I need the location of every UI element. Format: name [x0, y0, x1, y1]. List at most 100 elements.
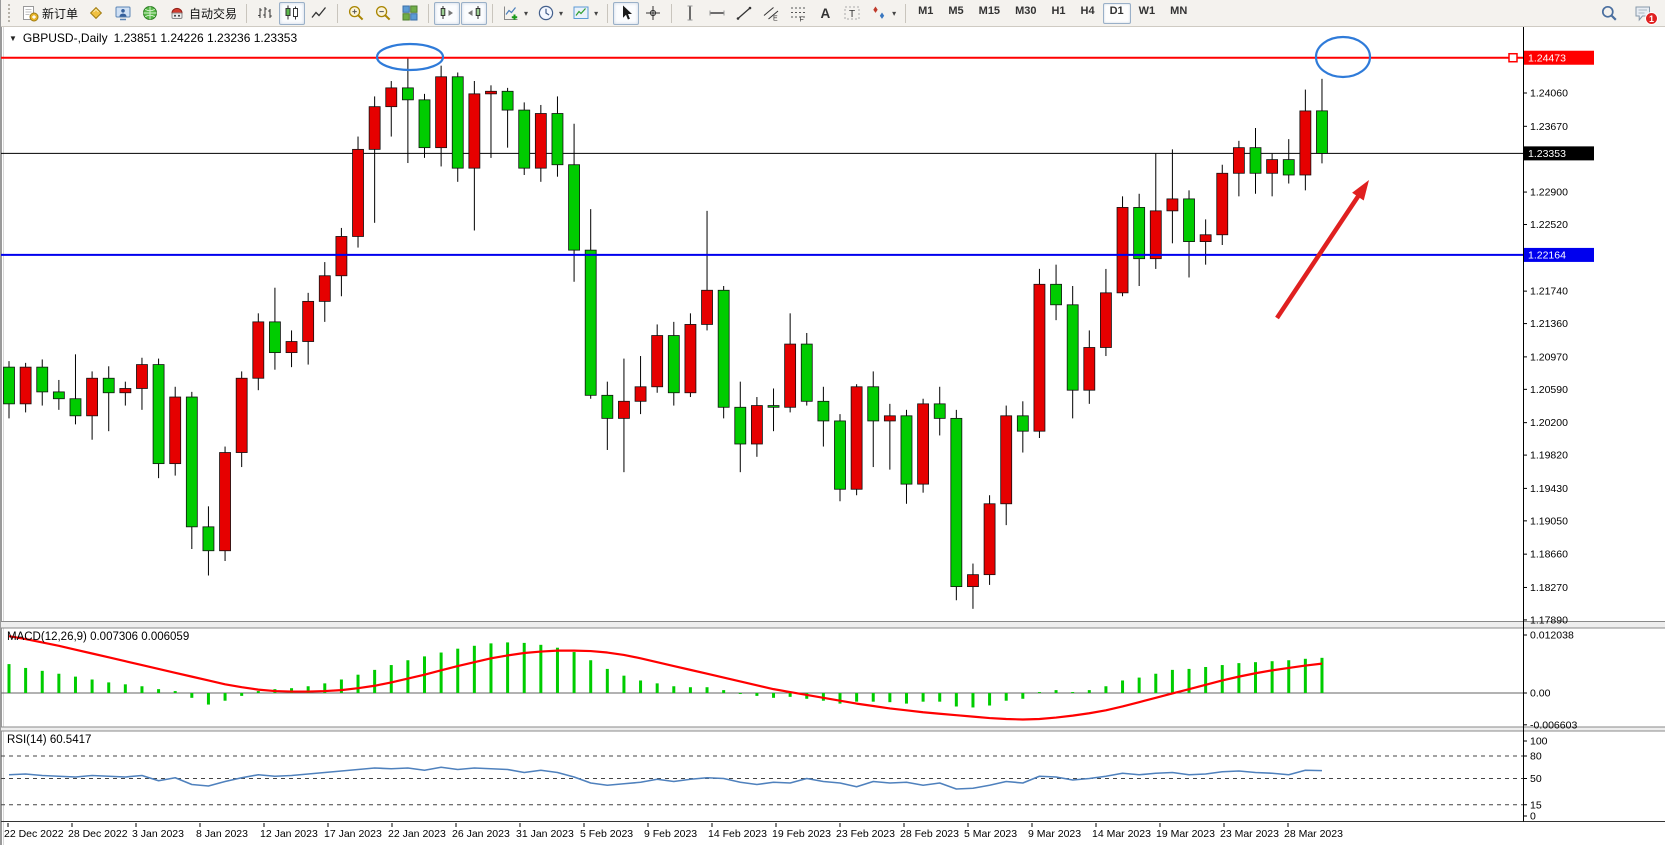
svg-text:28 Dec 2022: 28 Dec 2022: [68, 828, 128, 840]
svg-text:1.19050: 1.19050: [1530, 515, 1568, 527]
zoom-in-button[interactable]: [343, 2, 369, 25]
gold-diamond-icon: [87, 4, 105, 22]
price-axis[interactable]: 1.24060 1.23670 1.22900 1.22520 1.21740 1.213…: [1523, 27, 1594, 823]
equidistant-channel-button[interactable]: E: [758, 2, 784, 25]
main-price-pane[interactable]: [1, 35, 1523, 609]
svg-text:9 Feb 2023: 9 Feb 2023: [644, 828, 697, 840]
timeframe-button-m5[interactable]: M5: [948, 4, 964, 17]
chat-button[interactable]: 1: [1630, 2, 1658, 25]
timeframe-button-mn[interactable]: MN: [1170, 4, 1188, 17]
horizontal-line-button[interactable]: [704, 2, 730, 25]
toolbar-grip: [8, 4, 13, 22]
timeframe-button-w1[interactable]: W1: [1138, 4, 1156, 17]
metaeditor-button[interactable]: [83, 2, 109, 25]
indicators-button[interactable]: ▾: [498, 2, 532, 25]
text-button[interactable]: A: [812, 2, 838, 25]
svg-text:F: F: [800, 17, 804, 23]
svg-text:1.20970: 1.20970: [1530, 351, 1568, 363]
crosshair-button[interactable]: [640, 2, 666, 25]
toolbar-separator: [428, 3, 430, 23]
toolbar: 新订单 自动交易 ▾ ▾ ▾ E F A T ▾ M1 M5 M15 M30 H1 H4 D1 W1 MN 1: [1, 0, 1665, 27]
auto-scroll-button[interactable]: [461, 1, 488, 25]
svg-text:1.19820: 1.19820: [1530, 450, 1568, 462]
arrow-annotation[interactable]: [1275, 180, 1369, 320]
autotrading-button[interactable]: 自动交易: [164, 2, 241, 25]
chart-window[interactable]: 1.24060 1.23670 1.22900 1.22520 1.21740 1.213…: [1, 27, 1665, 845]
timeframe-button-m1[interactable]: M1: [918, 4, 934, 17]
bar-chart-button[interactable]: [252, 2, 278, 25]
vertical-line-button[interactable]: [677, 2, 703, 25]
linechart-icon: [310, 4, 328, 22]
zoom-out-button[interactable]: [370, 2, 396, 25]
periods-button[interactable]: ▾: [533, 2, 567, 25]
pane-splitter[interactable]: [1, 727, 1665, 731]
date-axis[interactable]: 22 Dec 2022 28 Dec 2022 3 Jan 2023 8 Jan 20…: [4, 823, 1343, 840]
community-button[interactable]: [110, 2, 136, 25]
timeframe-button-d1[interactable]: D1: [1102, 2, 1131, 24]
trendline-button[interactable]: [731, 2, 757, 25]
toolbar-separator: [671, 3, 673, 23]
toolbar-right-group: 1: [1596, 2, 1662, 25]
timeframe-button-m15[interactable]: M15: [978, 4, 1001, 17]
chart-header: ▼ GBPUSD-,Daily 1.23851 1.24226 1.23236 …: [9, 31, 297, 45]
templates-button[interactable]: ▾: [568, 2, 602, 25]
svg-text:5 Mar 2023: 5 Mar 2023: [964, 828, 1017, 840]
svg-text:22 Jan 2023: 22 Jan 2023: [388, 828, 446, 840]
zoom-in-icon: [347, 4, 365, 22]
dropdown-caret-icon[interactable]: ▾: [892, 8, 897, 18]
line-chart-button[interactable]: [306, 2, 332, 25]
candlestick-chart-button[interactable]: [279, 1, 306, 25]
ellipse-annotation-2[interactable]: [1314, 35, 1372, 79]
fibo-icon: F: [789, 4, 807, 22]
autotrading-button-label: 自动交易: [189, 6, 238, 21]
svg-text:28 Mar 2023: 28 Mar 2023: [1284, 828, 1343, 840]
text-label-button[interactable]: T: [839, 2, 865, 25]
crosshair-icon: [644, 4, 662, 22]
vline-icon: [681, 4, 699, 22]
chart-dropdown-icon[interactable]: ▼: [9, 33, 17, 43]
timeframe-button-h4[interactable]: H4: [1080, 4, 1095, 17]
candlestick-series: [3, 57, 1328, 609]
svg-text:19 Mar 2023: 19 Mar 2023: [1156, 828, 1215, 840]
macd-pane[interactable]: [1, 635, 1523, 721]
new-order-button[interactable]: 新订单: [17, 2, 82, 25]
search-button[interactable]: [1596, 2, 1622, 25]
autoscroll-icon: [465, 4, 483, 22]
svg-text:T: T: [849, 9, 855, 20]
bars-icon: [256, 4, 274, 22]
dropdown-caret-icon[interactable]: ▾: [524, 8, 529, 18]
chart-shift-button[interactable]: [434, 1, 461, 25]
trend-icon: [735, 4, 753, 22]
dropdown-caret-icon[interactable]: ▾: [559, 8, 564, 18]
cursor-button[interactable]: [613, 1, 640, 25]
textA-icon: A: [816, 4, 834, 22]
toolbar-separator: [492, 3, 494, 23]
timeframe-button-m30[interactable]: M30: [1015, 4, 1037, 17]
search-icon: [1600, 4, 1618, 22]
chart-canvas[interactable]: 1.24060 1.23670 1.22900 1.22520 1.21740 1.213…: [1, 27, 1665, 845]
svg-text:14 Mar 2023: 14 Mar 2023: [1092, 828, 1151, 840]
dropdown-caret-icon[interactable]: ▾: [594, 8, 599, 18]
signals-button[interactable]: [137, 2, 163, 25]
rsi-pane[interactable]: [1, 755, 1523, 806]
indicator-icon: [502, 4, 520, 22]
clock-icon: [537, 4, 555, 22]
zoom-out-icon: [374, 4, 392, 22]
chart-symbol-period: GBPUSD-,Daily: [22, 31, 108, 45]
pane-splitter[interactable]: [1, 621, 1665, 629]
fibonacci-button[interactable]: F: [785, 2, 811, 25]
toolbar-separator: [905, 3, 907, 23]
template-icon: [572, 4, 590, 22]
svg-text:1.18660: 1.18660: [1530, 549, 1568, 561]
svg-text:80: 80: [1530, 751, 1542, 763]
tile-windows-button[interactable]: [397, 2, 423, 25]
price-badge: [1524, 50, 1594, 65]
timeframe-button-h1[interactable]: H1: [1051, 4, 1066, 17]
svg-text:50: 50: [1530, 773, 1542, 785]
ellipse-annotation-1[interactable]: [375, 42, 445, 72]
arrows-button[interactable]: ▾: [866, 2, 900, 25]
svg-text:1.18270: 1.18270: [1530, 582, 1568, 594]
svg-text:0.012038: 0.012038: [1530, 630, 1574, 642]
hline-handle[interactable]: [1508, 52, 1518, 63]
svg-text:1.21740: 1.21740: [1530, 286, 1568, 298]
